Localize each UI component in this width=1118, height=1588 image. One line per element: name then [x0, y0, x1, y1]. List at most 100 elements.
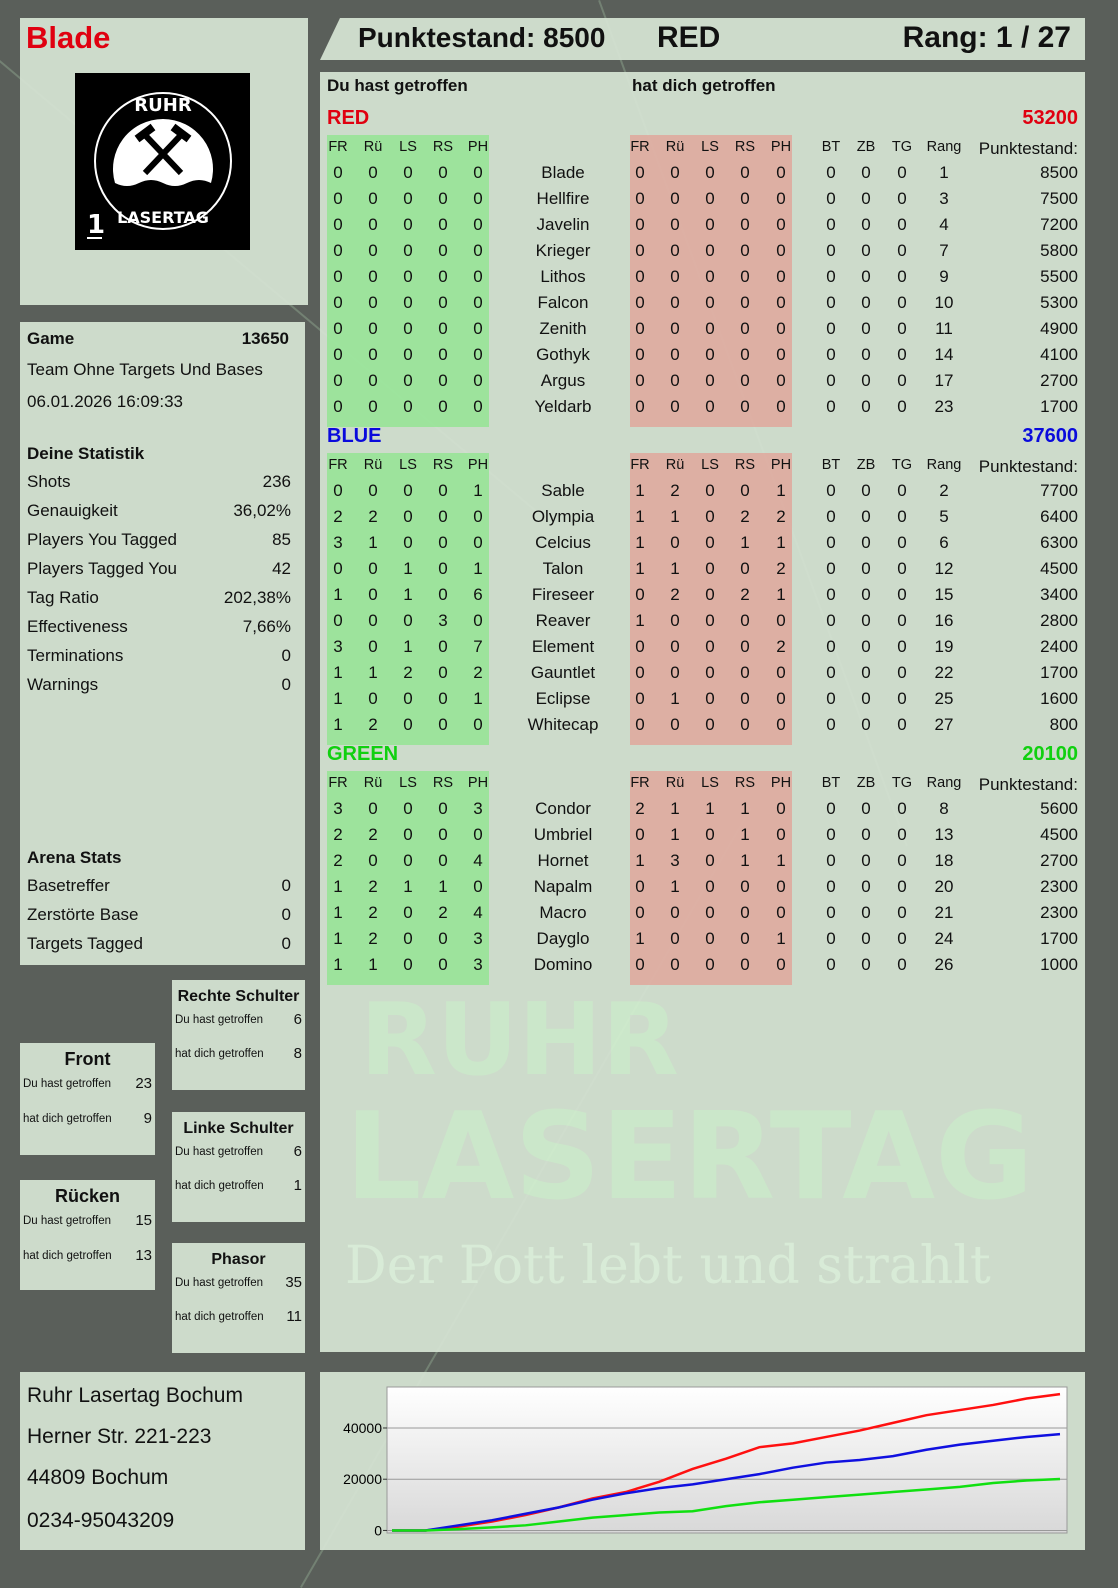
- player-name[interactable]: Zenith: [539, 319, 587, 338]
- cell-rang: 1: [939, 163, 949, 182]
- player-name[interactable]: Javelin: [536, 215, 590, 234]
- player-name[interactable]: Blade: [541, 163, 585, 182]
- cell-bt: 0: [826, 715, 836, 734]
- header-bar: Punktestand: 8500 RED Rang: 1 / 27: [320, 18, 1085, 60]
- cell-rang: 9: [939, 267, 949, 286]
- column-header-ph: PH: [467, 457, 489, 473]
- cell-ru: 1: [368, 955, 378, 974]
- cell-ph: 2: [473, 663, 483, 682]
- cell-ls: 1: [705, 799, 715, 818]
- stat-label: Shots: [27, 472, 71, 491]
- cell-ru: 0: [670, 611, 680, 630]
- player-name[interactable]: Krieger: [535, 241, 591, 260]
- player-name[interactable]: Reaver: [535, 611, 591, 630]
- player-name[interactable]: Napalm: [533, 877, 593, 896]
- player-name[interactable]: Eclipse: [535, 689, 591, 708]
- cell-ls: 0: [403, 189, 413, 208]
- you-hit-header: Du hast getroffen: [327, 76, 468, 95]
- player-name[interactable]: Gauntlet: [530, 663, 596, 682]
- cell-rs: 0: [438, 189, 448, 208]
- stat-value: 0: [281, 675, 291, 694]
- you-hit-block: [327, 453, 489, 745]
- cell-ph: 0: [473, 241, 483, 260]
- player-name[interactable]: Domino: [533, 955, 593, 974]
- cell-ls: 0: [705, 559, 715, 578]
- cell-rs: 0: [438, 319, 448, 338]
- cell-rang: 14: [934, 345, 954, 364]
- cell-fr: 0: [635, 293, 645, 312]
- cell-ls: 0: [403, 825, 413, 844]
- hitzone-rücken: Rücken Du hast getroffen 15 hat dich getrof…: [20, 1180, 155, 1290]
- cell-ls: 0: [403, 799, 413, 818]
- player-name[interactable]: Macro: [539, 903, 587, 922]
- cell-zb: 0: [861, 559, 871, 578]
- player-name[interactable]: Lithos: [540, 267, 586, 286]
- player-name[interactable]: Hellfire: [536, 189, 590, 208]
- column-header-fr: FR: [630, 139, 650, 155]
- player-name[interactable]: Dayglo: [536, 929, 590, 948]
- cell-fr: 3: [333, 637, 343, 656]
- player-score: 4900: [1040, 319, 1078, 338]
- cell-fr: 0: [333, 189, 343, 208]
- player-name[interactable]: Element: [531, 637, 595, 656]
- player-name[interactable]: Fireseer: [531, 585, 595, 604]
- cell-ls: 0: [705, 215, 715, 234]
- player-name[interactable]: Whitecap: [527, 715, 599, 734]
- cell-ru: 0: [670, 533, 680, 552]
- column-header-fr: FR: [328, 775, 348, 791]
- cell-zb: 0: [861, 611, 871, 630]
- player-score: 1700: [1040, 663, 1078, 682]
- cell-rs: 0: [438, 267, 448, 286]
- cell-bt: 0: [826, 189, 836, 208]
- cell-ls: 0: [403, 267, 413, 286]
- cell-fr: 0: [635, 397, 645, 416]
- player-name[interactable]: Talon: [542, 559, 584, 578]
- column-header-rs: RS: [432, 457, 454, 473]
- cell-bt: 0: [826, 481, 836, 500]
- column-header-ru: Rü: [665, 457, 685, 473]
- player-name[interactable]: Celcius: [535, 533, 591, 552]
- cell-ls: 0: [705, 929, 715, 948]
- player-name[interactable]: Falcon: [537, 293, 589, 312]
- player-name[interactable]: Gothyk: [536, 345, 590, 364]
- cell-zb: 0: [861, 241, 871, 260]
- cell-rang: 19: [934, 637, 954, 656]
- cell-zb: 0: [861, 215, 871, 234]
- player-name[interactable]: Condor: [535, 799, 591, 818]
- cell-rang: 12: [934, 559, 954, 578]
- y-tick-label: 20000: [343, 1471, 382, 1487]
- hitzone-phasor: Phasor Du hast getroffen 35 hat dich getrof…: [172, 1243, 305, 1353]
- cell-ph: 0: [473, 611, 483, 630]
- cell-fr: 0: [333, 345, 343, 364]
- cell-ls: 0: [705, 715, 715, 734]
- player-name[interactable]: Yeldarb: [534, 397, 592, 416]
- hitzone-title: Linke Schulter: [183, 1120, 294, 1137]
- cell-ls: 0: [705, 955, 715, 974]
- player-name[interactable]: Umbriel: [533, 825, 593, 844]
- player-name[interactable]: Sable: [541, 481, 585, 500]
- cell-bt: 0: [826, 903, 836, 922]
- cell-ru: 0: [670, 319, 680, 338]
- cell-rs: 0: [438, 799, 448, 818]
- player-name[interactable]: Argus: [540, 371, 586, 390]
- cell-zb: 0: [861, 267, 871, 286]
- cell-rs: 0: [740, 611, 750, 630]
- cell-ru: 0: [368, 397, 378, 416]
- cell-rang: 24: [934, 929, 954, 948]
- player-score: 3400: [1040, 585, 1078, 604]
- player-score: 5300: [1040, 293, 1078, 312]
- cell-rang: 10: [934, 293, 954, 312]
- cell-ph: 2: [776, 637, 786, 656]
- cell-ph: 1: [776, 929, 786, 948]
- cell-tg: 0: [897, 877, 907, 896]
- column-header-ph: PH: [467, 139, 489, 155]
- player-name[interactable]: Olympia: [531, 507, 595, 526]
- cell-ru: 0: [670, 163, 680, 182]
- cell-rs: 1: [740, 799, 750, 818]
- player-name[interactable]: Hornet: [537, 851, 589, 870]
- cell-rang: 26: [934, 955, 954, 974]
- cell-bt: 0: [826, 585, 836, 604]
- cell-tg: 0: [897, 267, 907, 286]
- cell-bt: 0: [826, 663, 836, 682]
- cell-ls: 0: [705, 689, 715, 708]
